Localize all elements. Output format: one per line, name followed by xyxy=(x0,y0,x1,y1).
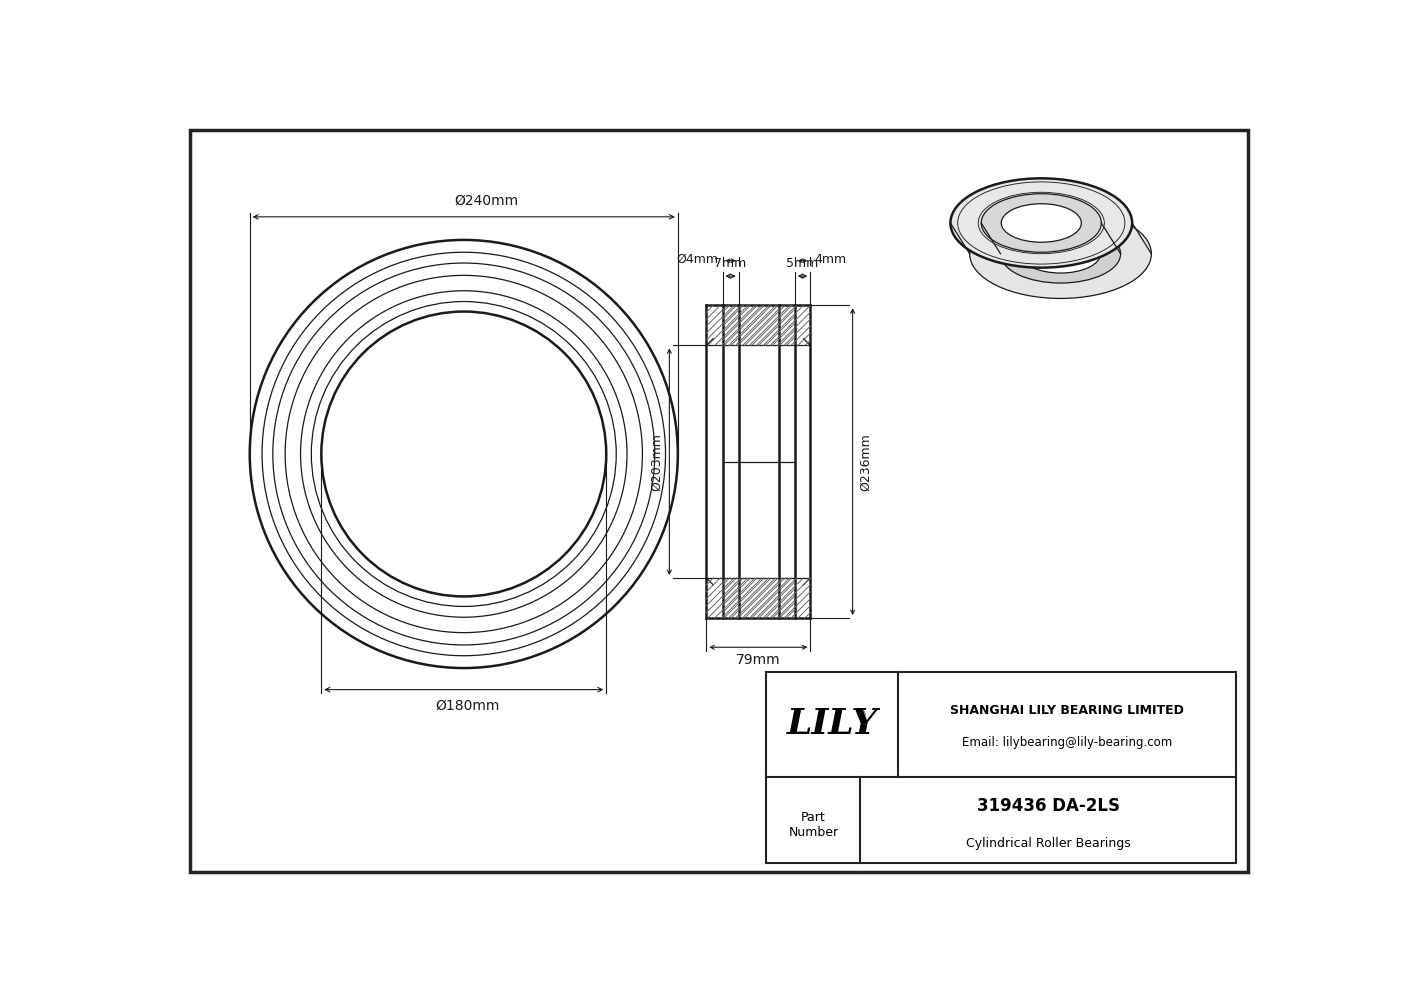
Ellipse shape xyxy=(950,179,1132,268)
Text: Ø240mm: Ø240mm xyxy=(455,193,519,207)
Ellipse shape xyxy=(1020,234,1100,273)
Text: 4mm: 4mm xyxy=(814,253,846,266)
Text: 5mm: 5mm xyxy=(787,257,819,270)
Text: Part
Number: Part Number xyxy=(788,810,839,838)
Text: Ø180mm: Ø180mm xyxy=(435,698,499,713)
Text: Ø4mm: Ø4mm xyxy=(676,253,718,266)
Text: Ø236mm: Ø236mm xyxy=(859,433,871,491)
Bar xyxy=(766,672,1236,863)
Ellipse shape xyxy=(981,193,1101,252)
Text: SHANGHAI LILY BEARING LIMITED: SHANGHAI LILY BEARING LIMITED xyxy=(950,703,1184,716)
Ellipse shape xyxy=(969,209,1152,299)
Text: ®: ® xyxy=(856,710,867,720)
Ellipse shape xyxy=(1002,203,1082,242)
Text: 79mm: 79mm xyxy=(737,654,780,668)
Text: 7mm: 7mm xyxy=(714,257,746,270)
Text: 319436 DA-2LS: 319436 DA-2LS xyxy=(976,797,1120,814)
Text: LILY: LILY xyxy=(787,707,878,741)
Text: Cylindrical Roller Bearings: Cylindrical Roller Bearings xyxy=(965,837,1131,850)
Text: Email: lilybearing@lily-bearing.com: Email: lilybearing@lily-bearing.com xyxy=(962,736,1172,749)
Text: Ø203mm: Ø203mm xyxy=(650,433,664,491)
Ellipse shape xyxy=(1000,224,1121,283)
